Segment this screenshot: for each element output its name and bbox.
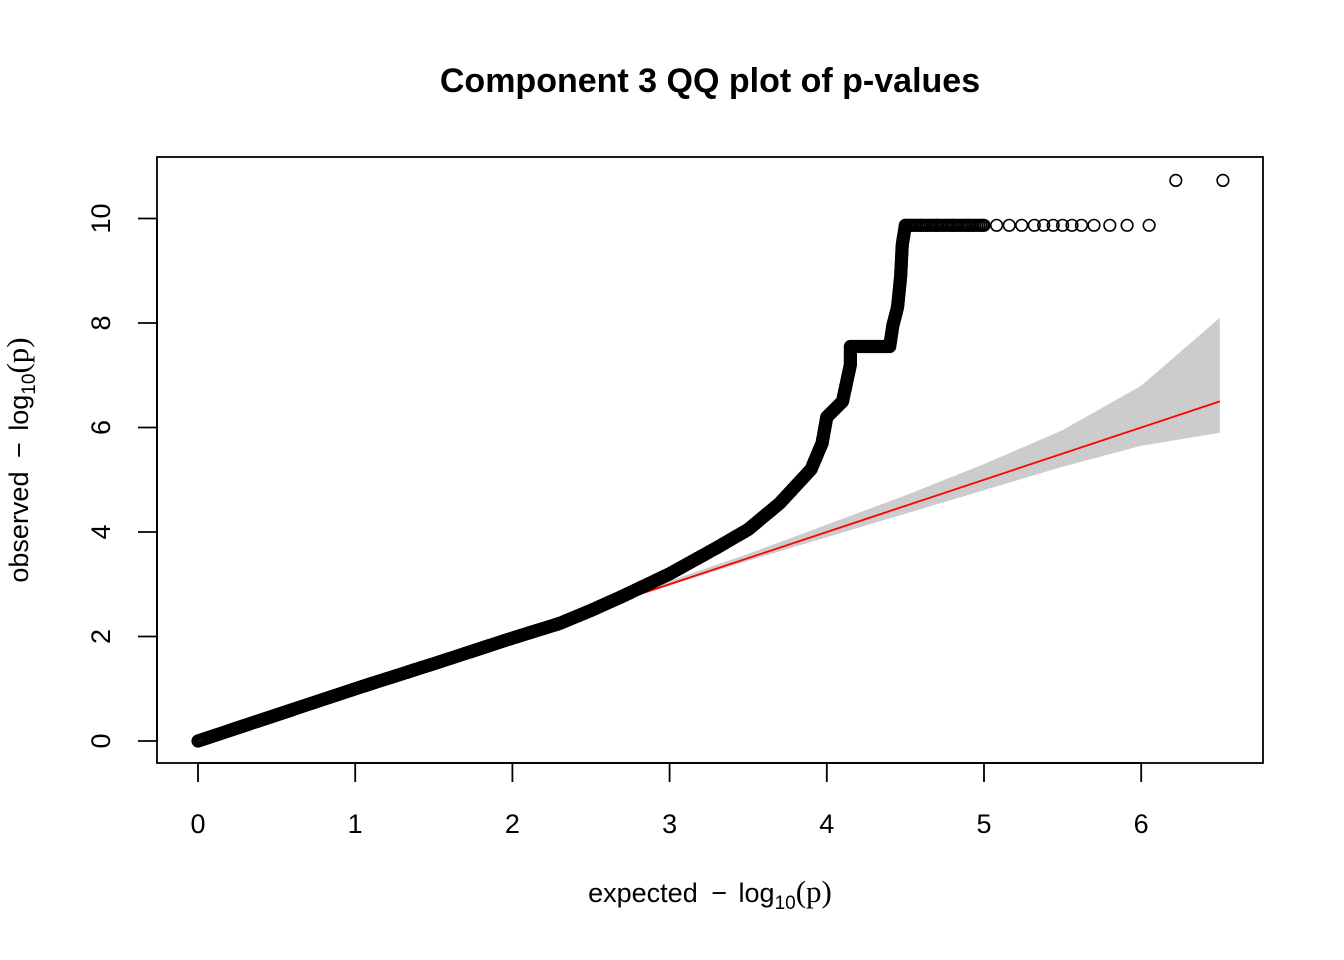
data-point [930,218,944,232]
x-tick-label: 5 [976,809,991,839]
data-point [1055,218,1070,232]
reference-line [614,400,1221,604]
data-point [1142,218,1156,232]
data-point [961,218,975,232]
chart-title: Component 3 QQ plot of p-values [440,62,980,100]
plot-frame [156,156,1264,764]
data-point [945,218,960,232]
x-axis-label-prefix: expected [588,878,698,908]
data-point [977,218,991,232]
y-axis-label-sub: 10 [19,374,40,395]
y-axis-label-minus: − [4,442,34,458]
y-tick-label: 2 [86,629,116,644]
data-point [1120,218,1134,232]
data-point [1065,218,1079,232]
x-axis: 0 1 2 3 4 5 6 [190,762,1149,839]
data-point [1216,173,1230,187]
data-point [1103,218,1117,232]
x-axis-label-arg: (p) [796,874,832,909]
data-point [1027,218,1041,232]
x-tick-label: 1 [348,809,363,839]
y-tick-label: 0 [86,733,116,748]
y-axis-label-arg: (p) [0,337,35,373]
y-tick-label: 10 [86,203,116,233]
x-tick-label: 4 [819,809,834,839]
y-tick-label: 6 [86,420,116,435]
data-point [1037,218,1051,232]
data-point [898,218,913,232]
data-points [191,173,1230,748]
data-point [1087,218,1101,232]
y-tick-label: 8 [86,315,116,330]
y-axis-label: observed − log10(p) [0,337,40,582]
data-point [914,218,928,232]
y-axis-label-fn: log [4,395,34,431]
reference-line-layer [614,400,1221,604]
data-point [1002,218,1016,232]
data-point [1074,218,1089,232]
y-axis-label-prefix: observed [4,472,34,583]
x-axis-label-sub: 10 [775,893,796,914]
x-tick-label: 6 [1134,809,1149,839]
y-axis: 0 2 4 6 8 10 [86,203,158,749]
data-point [1169,173,1183,187]
data-point [1046,218,1060,232]
data-point [1015,218,1029,232]
data-point [989,218,1004,232]
x-tick-label: 2 [505,809,520,839]
x-axis-label-fn: log [739,878,775,908]
x-tick-label: 3 [662,809,677,839]
x-axis-label: expected − log10(p) [588,874,832,914]
x-axis-label-minus: − [711,878,727,908]
x-tick-label: 0 [190,809,205,839]
y-tick-label: 4 [86,524,116,539]
